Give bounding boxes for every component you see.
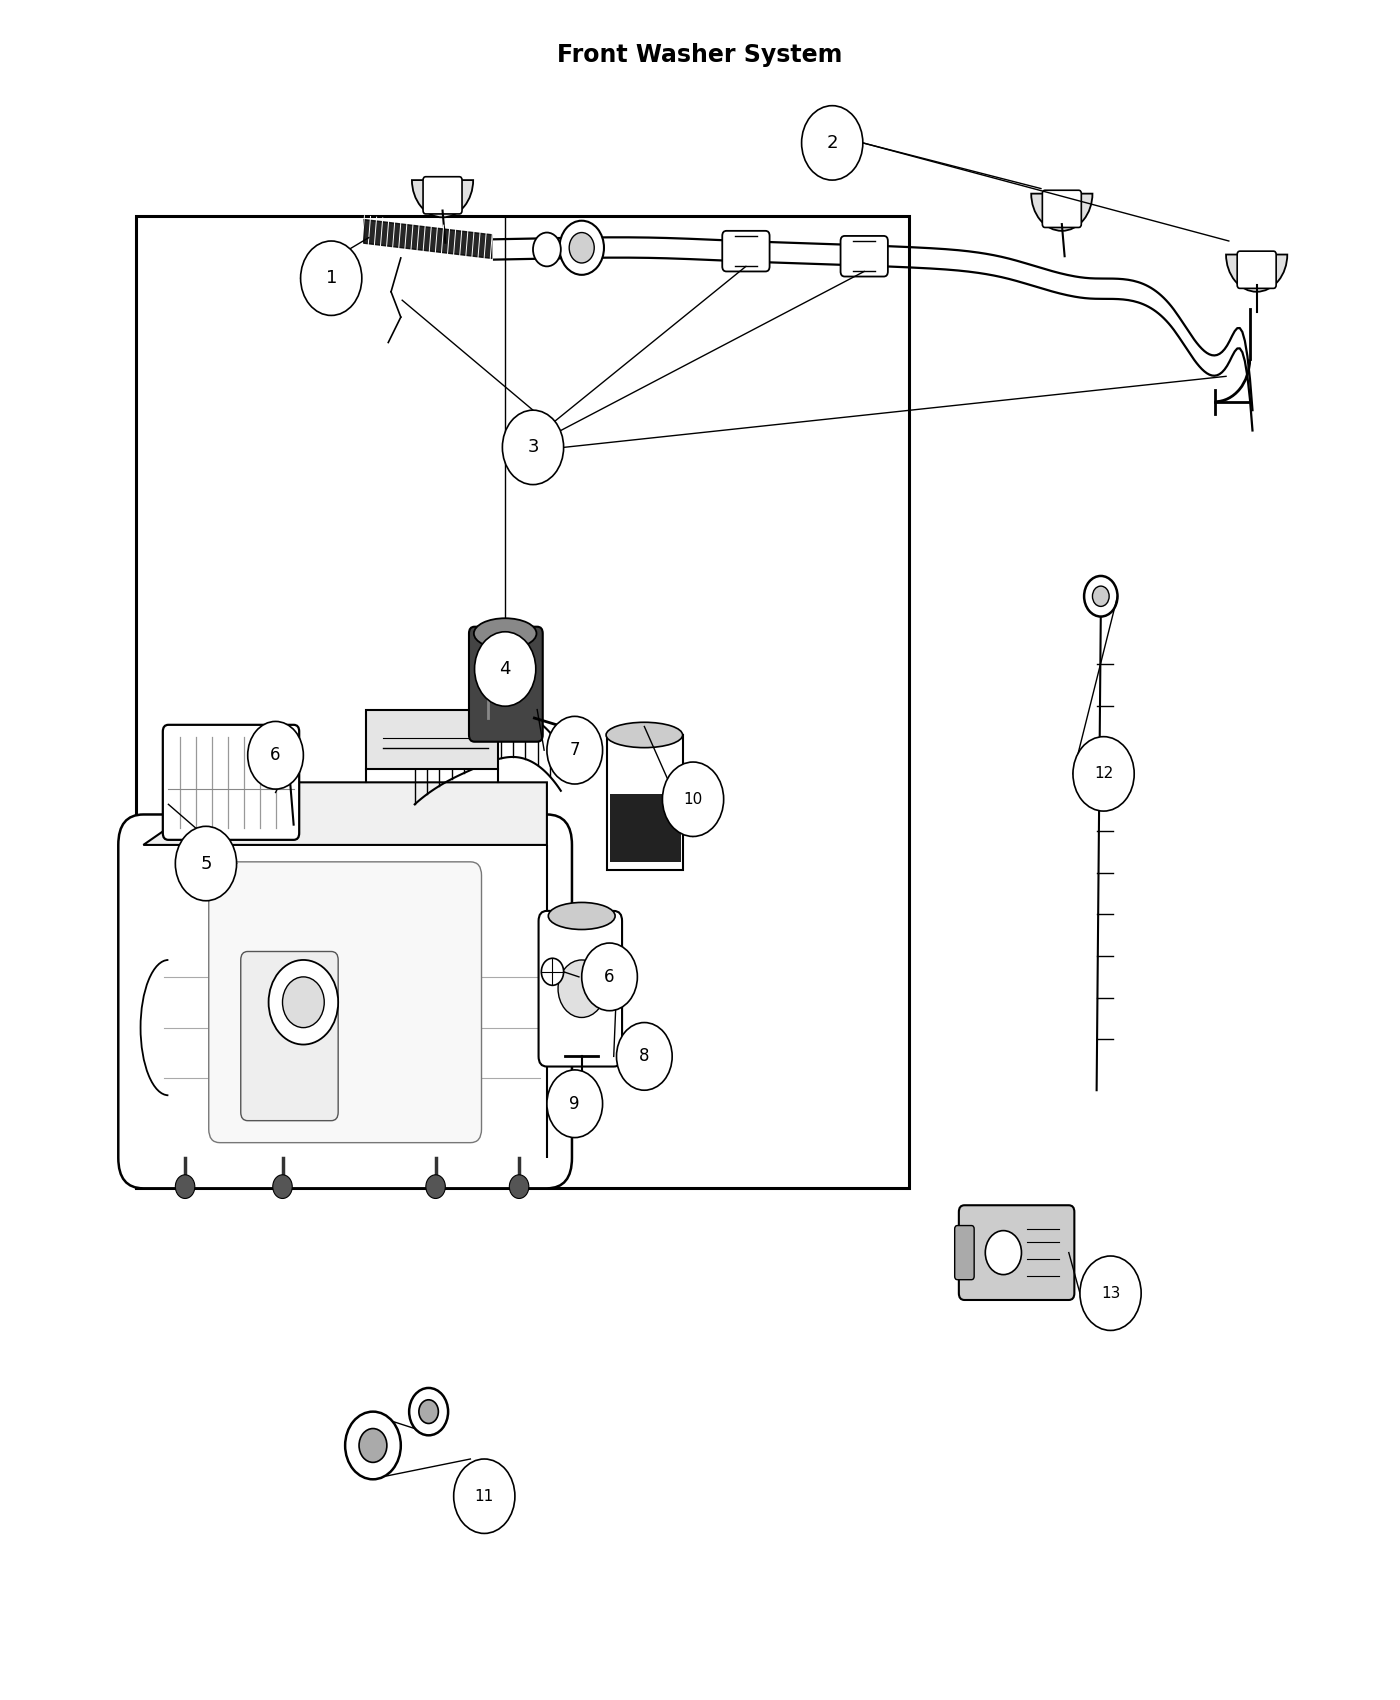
Circle shape — [533, 233, 561, 267]
Text: 5: 5 — [200, 855, 211, 872]
Circle shape — [510, 1175, 529, 1198]
FancyBboxPatch shape — [959, 1205, 1074, 1300]
FancyBboxPatch shape — [606, 734, 683, 870]
Circle shape — [454, 1459, 515, 1533]
Wedge shape — [1032, 194, 1092, 231]
Circle shape — [175, 1175, 195, 1198]
FancyBboxPatch shape — [1043, 190, 1081, 228]
Circle shape — [582, 944, 637, 1012]
FancyBboxPatch shape — [722, 231, 770, 272]
Circle shape — [475, 632, 536, 706]
FancyBboxPatch shape — [118, 814, 573, 1188]
Text: 7: 7 — [570, 741, 580, 760]
Circle shape — [616, 1023, 672, 1090]
Text: 3: 3 — [528, 439, 539, 456]
FancyBboxPatch shape — [280, 756, 300, 774]
Polygon shape — [143, 782, 547, 845]
Circle shape — [662, 762, 724, 836]
Circle shape — [560, 221, 603, 275]
Text: 11: 11 — [475, 1489, 494, 1504]
Ellipse shape — [473, 619, 536, 649]
Text: 9: 9 — [570, 1095, 580, 1114]
Circle shape — [503, 410, 564, 484]
Circle shape — [559, 960, 605, 1018]
Ellipse shape — [606, 722, 683, 748]
FancyBboxPatch shape — [162, 724, 300, 840]
Circle shape — [269, 960, 339, 1044]
FancyBboxPatch shape — [568, 1080, 595, 1107]
Wedge shape — [412, 180, 473, 218]
Circle shape — [802, 105, 862, 180]
Text: 2: 2 — [826, 134, 839, 151]
Text: 6: 6 — [270, 746, 281, 765]
Circle shape — [358, 1428, 386, 1462]
FancyBboxPatch shape — [209, 862, 482, 1142]
Circle shape — [409, 1387, 448, 1435]
Circle shape — [419, 1399, 438, 1423]
FancyBboxPatch shape — [365, 709, 498, 768]
Wedge shape — [1226, 255, 1287, 292]
Circle shape — [426, 1175, 445, 1198]
Text: 6: 6 — [605, 967, 615, 986]
Text: 8: 8 — [638, 1047, 650, 1066]
Text: 1: 1 — [326, 269, 337, 287]
Circle shape — [1079, 1256, 1141, 1331]
Text: 4: 4 — [500, 660, 511, 678]
Circle shape — [283, 977, 325, 1027]
FancyBboxPatch shape — [469, 627, 543, 741]
FancyBboxPatch shape — [136, 216, 909, 1188]
Circle shape — [273, 1175, 293, 1198]
FancyBboxPatch shape — [1238, 252, 1277, 289]
Ellipse shape — [549, 903, 615, 930]
Circle shape — [1092, 586, 1109, 607]
FancyBboxPatch shape — [241, 952, 339, 1120]
Text: Front Washer System: Front Washer System — [557, 42, 843, 66]
FancyBboxPatch shape — [955, 1226, 974, 1280]
Circle shape — [346, 1411, 400, 1479]
Circle shape — [547, 716, 602, 784]
FancyBboxPatch shape — [423, 177, 462, 214]
Circle shape — [175, 826, 237, 901]
Circle shape — [542, 959, 564, 986]
Text: 12: 12 — [1093, 767, 1113, 782]
Circle shape — [570, 233, 594, 264]
FancyBboxPatch shape — [539, 911, 622, 1066]
Circle shape — [1072, 736, 1134, 811]
Circle shape — [248, 721, 304, 789]
Circle shape — [547, 1069, 602, 1137]
FancyBboxPatch shape — [840, 236, 888, 277]
Text: 13: 13 — [1100, 1285, 1120, 1300]
Circle shape — [301, 241, 361, 316]
FancyBboxPatch shape — [609, 794, 680, 862]
Circle shape — [1084, 576, 1117, 617]
Circle shape — [986, 1231, 1022, 1275]
Text: 10: 10 — [683, 792, 703, 808]
